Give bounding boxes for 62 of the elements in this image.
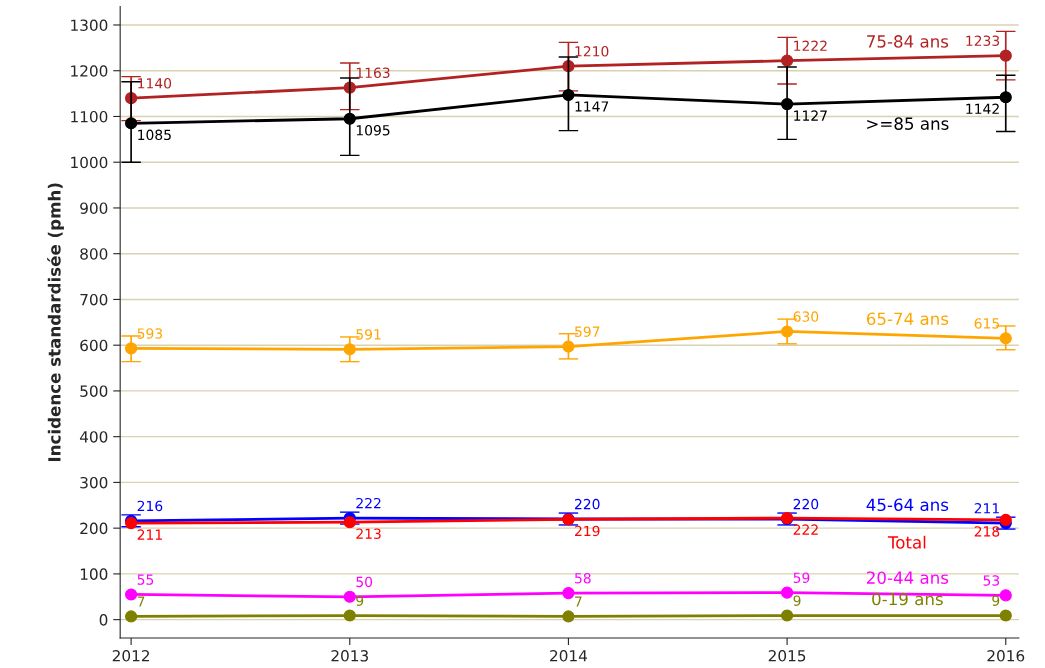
data-label: 53 bbox=[983, 575, 1000, 586]
y-tick-label: 0 bbox=[99, 614, 108, 626]
y-tick-label: 300 bbox=[80, 476, 108, 489]
data-label: 219 bbox=[575, 525, 600, 537]
y-tick-label: 200 bbox=[80, 522, 108, 535]
data-label: 1142 bbox=[966, 103, 999, 114]
data-label: 615 bbox=[974, 318, 999, 329]
series-label: Total bbox=[887, 535, 926, 549]
data-label: 218 bbox=[974, 526, 1000, 537]
y-tick-label: 500 bbox=[80, 385, 108, 397]
series-label: 0-19 ans bbox=[872, 592, 943, 606]
data-label: 1140 bbox=[138, 78, 172, 89]
data-label: 591 bbox=[356, 329, 381, 340]
data-label: 7 bbox=[575, 596, 582, 607]
data-label: 58 bbox=[575, 572, 591, 584]
data-label: 1222 bbox=[794, 40, 827, 51]
data-label: 220 bbox=[575, 498, 600, 510]
data-label: 216 bbox=[137, 500, 163, 512]
data-label: 1233 bbox=[966, 35, 1000, 46]
y-tick-label: 600 bbox=[80, 339, 108, 352]
data-label: 55 bbox=[137, 574, 154, 585]
y-tick-label: 1000 bbox=[71, 156, 108, 169]
data-label: 213 bbox=[356, 528, 381, 539]
data-label: 597 bbox=[575, 326, 600, 337]
data-label: 7 bbox=[137, 596, 145, 607]
data-label: 1095 bbox=[356, 125, 390, 136]
series-label: 75-84 ans bbox=[867, 35, 949, 48]
data-label: 1085 bbox=[138, 129, 171, 141]
data-label: 9 bbox=[793, 595, 801, 606]
data-label: 222 bbox=[356, 497, 381, 509]
y-tick-label: 1300 bbox=[71, 19, 108, 31]
data-label: 1127 bbox=[794, 110, 827, 121]
data-label: 9 bbox=[356, 595, 364, 606]
y-tick-label: 800 bbox=[80, 248, 108, 260]
x-tick-label: 2014 bbox=[550, 650, 588, 662]
y-tick-label: 900 bbox=[80, 202, 108, 214]
data-label: 1147 bbox=[575, 101, 609, 112]
data-label: 593 bbox=[137, 328, 163, 339]
y-tick-label: 100 bbox=[80, 568, 108, 580]
data-label: 59 bbox=[793, 572, 810, 584]
data-label: 9 bbox=[992, 595, 1000, 606]
data-label: 222 bbox=[793, 524, 818, 535]
series-label: 65-74 ans bbox=[866, 312, 949, 326]
y-tick-label: 400 bbox=[79, 431, 108, 443]
y-tick-label: 1200 bbox=[71, 65, 108, 77]
y-axis-title: Incidence standardisée (pmh) bbox=[47, 183, 64, 462]
x-tick-label: 2012 bbox=[112, 650, 150, 662]
data-label: 630 bbox=[793, 311, 819, 322]
data-label: 220 bbox=[793, 498, 819, 510]
data-label: 50 bbox=[356, 576, 373, 588]
x-tick-label: 2013 bbox=[331, 650, 368, 662]
data-label: 1210 bbox=[575, 46, 609, 57]
x-tick-label: 2016 bbox=[987, 650, 1025, 662]
x-tick-label: 2015 bbox=[768, 650, 806, 662]
y-tick-label: 1100 bbox=[71, 110, 108, 123]
series-label: 20-44 ans bbox=[866, 571, 949, 584]
series-label: >=85 ans bbox=[867, 117, 949, 130]
data-label: 211 bbox=[974, 502, 999, 514]
data-label: 211 bbox=[137, 529, 162, 540]
series-label: 45-64 ans bbox=[866, 498, 949, 512]
y-tick-label: 700 bbox=[80, 293, 108, 306]
data-label: 1163 bbox=[356, 67, 390, 79]
